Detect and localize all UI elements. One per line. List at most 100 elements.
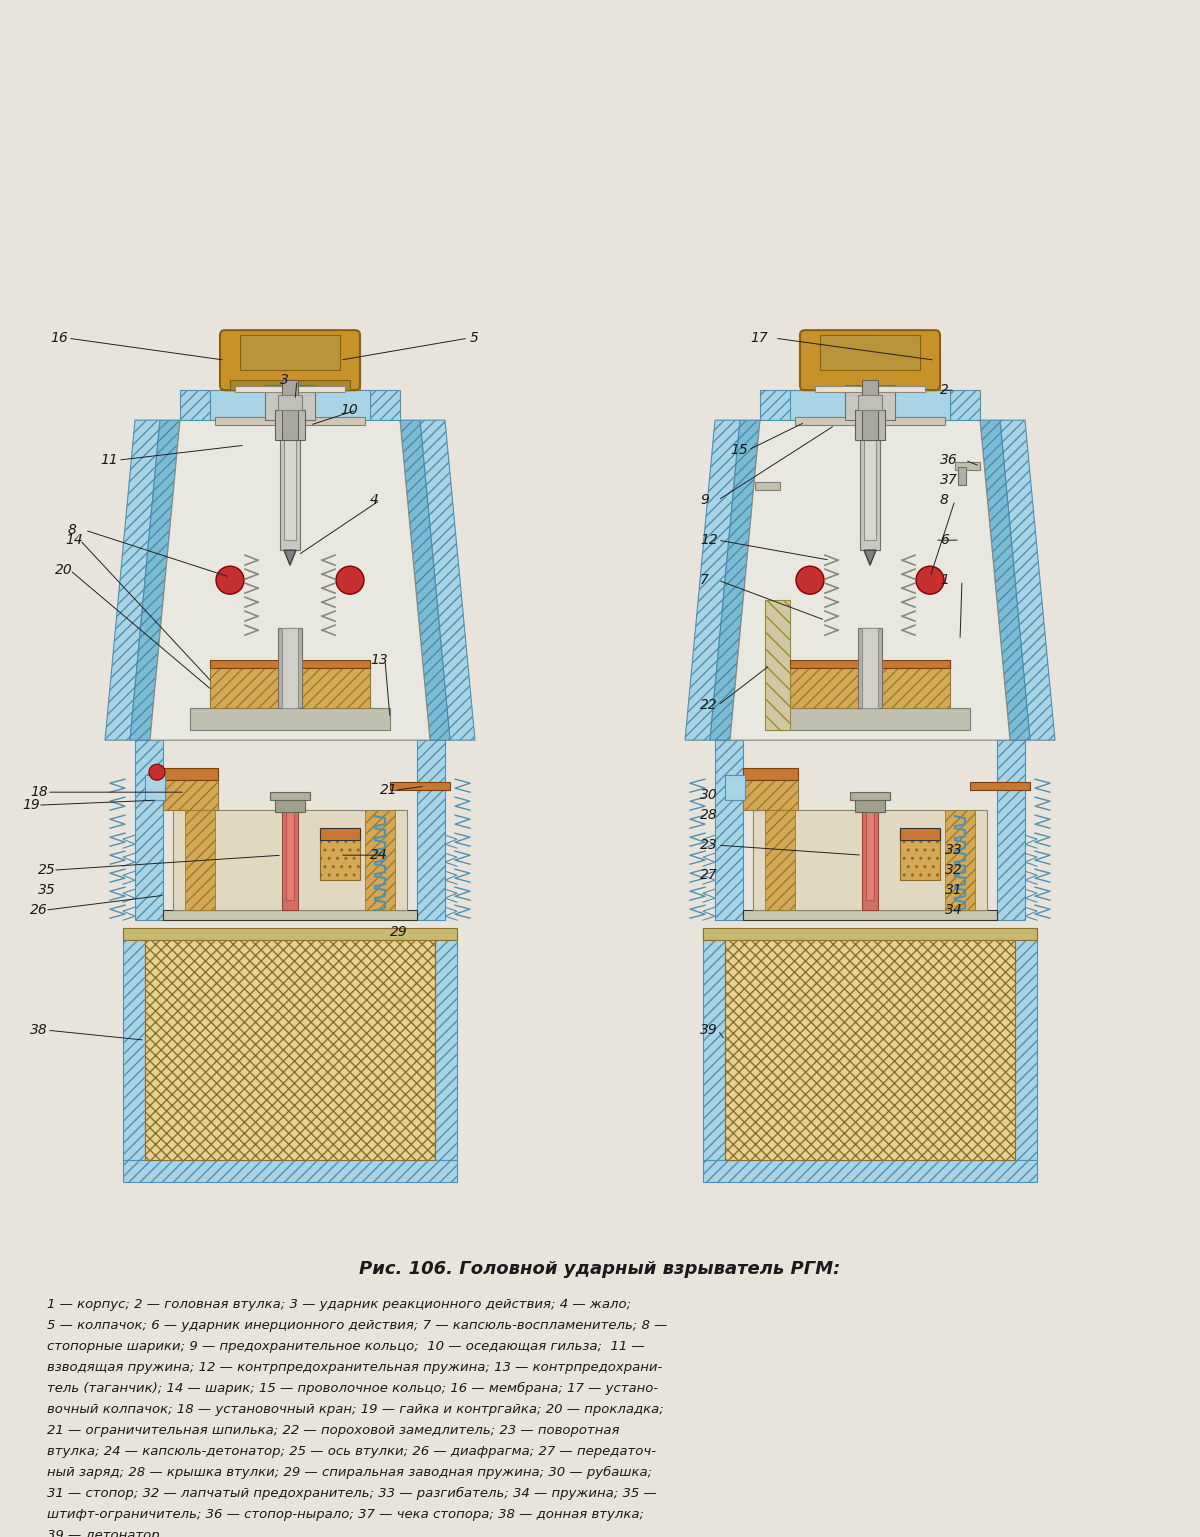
Text: 27: 27 — [700, 868, 718, 882]
Polygon shape — [106, 420, 160, 741]
Polygon shape — [130, 420, 180, 741]
Bar — [418, 741, 445, 921]
Bar — [754, 810, 986, 910]
Text: 3: 3 — [280, 373, 289, 387]
Bar — [124, 930, 145, 1160]
Bar — [703, 930, 725, 1160]
Polygon shape — [150, 420, 430, 741]
Bar — [185, 810, 215, 910]
Bar — [766, 810, 796, 910]
FancyBboxPatch shape — [220, 330, 360, 390]
Circle shape — [149, 764, 166, 781]
Polygon shape — [420, 420, 475, 741]
Bar — [173, 810, 407, 910]
Text: 21: 21 — [380, 784, 397, 798]
Text: 19: 19 — [22, 798, 40, 812]
Bar — [320, 828, 360, 841]
Bar — [820, 335, 920, 370]
Bar — [320, 830, 360, 881]
Bar — [970, 782, 1030, 790]
Bar — [854, 798, 886, 812]
Bar — [900, 828, 940, 841]
Bar — [300, 662, 370, 709]
Bar — [284, 440, 296, 539]
Bar — [145, 941, 436, 1160]
Bar — [743, 910, 997, 921]
Text: 35: 35 — [38, 884, 55, 898]
Text: 9: 9 — [700, 493, 709, 507]
Bar — [230, 380, 350, 390]
Bar — [950, 390, 980, 420]
Text: тель (таганчик); 14 — шарик; 15 — проволочное кольцо; 16 — мембрана; 17 — устано: тель (таганчик); 14 — шарик; 15 — провол… — [47, 1382, 658, 1394]
Bar — [790, 662, 860, 709]
Bar — [124, 928, 457, 941]
Text: 4: 4 — [370, 493, 379, 507]
Bar — [210, 390, 370, 420]
Text: 8: 8 — [940, 493, 949, 507]
Text: ный заряд; 28 — крышка втулки; 29 — спиральная заводная пружина; 30 — рубашка;: ный заряд; 28 — крышка втулки; 29 — спир… — [47, 1466, 652, 1479]
Text: 11: 11 — [100, 453, 118, 467]
Bar — [240, 335, 340, 370]
Bar — [997, 741, 1025, 921]
Bar — [282, 380, 298, 440]
Text: 30: 30 — [700, 788, 718, 802]
Bar — [858, 395, 882, 410]
Bar — [715, 741, 743, 921]
Text: 1: 1 — [940, 573, 949, 587]
Text: 12: 12 — [700, 533, 718, 547]
Polygon shape — [685, 420, 740, 741]
Text: 22: 22 — [700, 698, 718, 712]
Bar — [743, 768, 798, 781]
Text: 15: 15 — [730, 443, 748, 456]
Text: 28: 28 — [700, 808, 718, 822]
Text: 17: 17 — [750, 330, 768, 346]
Text: 6: 6 — [940, 533, 949, 547]
Text: 16: 16 — [50, 330, 67, 346]
Text: 1 — корпус; 2 — головная втулка; 3 — ударник реакционного действия; 4 — жало;: 1 — корпус; 2 — головная втулка; 3 — уда… — [47, 1297, 631, 1311]
Bar — [163, 768, 218, 781]
Bar — [163, 910, 418, 921]
Bar — [880, 662, 950, 709]
Bar — [145, 775, 166, 801]
Text: 23: 23 — [700, 838, 718, 851]
Bar — [278, 395, 302, 410]
Text: 26: 26 — [30, 904, 48, 918]
Text: 31: 31 — [946, 884, 962, 898]
Text: 34: 34 — [946, 904, 962, 918]
Text: 39 — детонатор: 39 — детонатор — [47, 1529, 160, 1537]
Bar — [703, 928, 1037, 941]
Text: 39: 39 — [700, 1024, 718, 1037]
Bar — [190, 709, 390, 730]
Circle shape — [916, 566, 944, 595]
Bar — [280, 430, 300, 550]
Bar — [124, 1160, 457, 1182]
Bar — [286, 810, 294, 901]
Bar — [180, 390, 210, 420]
Polygon shape — [284, 550, 296, 566]
Circle shape — [796, 566, 824, 595]
Bar — [703, 1160, 1037, 1182]
Text: Рис. 106. Головной ударный взрыватель РГМ:: Рис. 106. Головной ударный взрыватель РГ… — [359, 1259, 841, 1277]
Bar — [282, 801, 298, 910]
Bar — [210, 662, 280, 709]
Text: 29: 29 — [390, 925, 408, 939]
Bar — [370, 390, 400, 420]
Bar — [275, 798, 305, 812]
Bar — [946, 810, 974, 910]
Bar — [365, 810, 395, 910]
Bar — [278, 629, 302, 709]
Text: 10: 10 — [340, 403, 358, 417]
FancyBboxPatch shape — [800, 330, 940, 390]
Text: 24: 24 — [370, 848, 388, 862]
Text: стопорные шарики; 9 — предохранительное кольцо;  10 — оседающая гильза;  11 —: стопорные шарики; 9 — предохранительное … — [47, 1340, 644, 1353]
Text: 5 — колпачок; 6 — ударник инерционного действия; 7 — капсюль-воспламенитель; 8 —: 5 — колпачок; 6 — ударник инерционного д… — [47, 1319, 667, 1331]
Text: втулка; 24 — капсюль-детонатор; 25 — ось втулки; 26 — диафрагма; 27 — передаточ-: втулка; 24 — капсюль-детонатор; 25 — ось… — [47, 1445, 656, 1457]
Text: 2: 2 — [940, 383, 949, 397]
Bar — [850, 792, 890, 801]
Circle shape — [216, 566, 244, 595]
Bar — [725, 941, 1015, 1160]
Bar — [800, 355, 940, 390]
Bar — [390, 782, 450, 790]
Circle shape — [336, 566, 364, 595]
Bar — [275, 410, 305, 440]
